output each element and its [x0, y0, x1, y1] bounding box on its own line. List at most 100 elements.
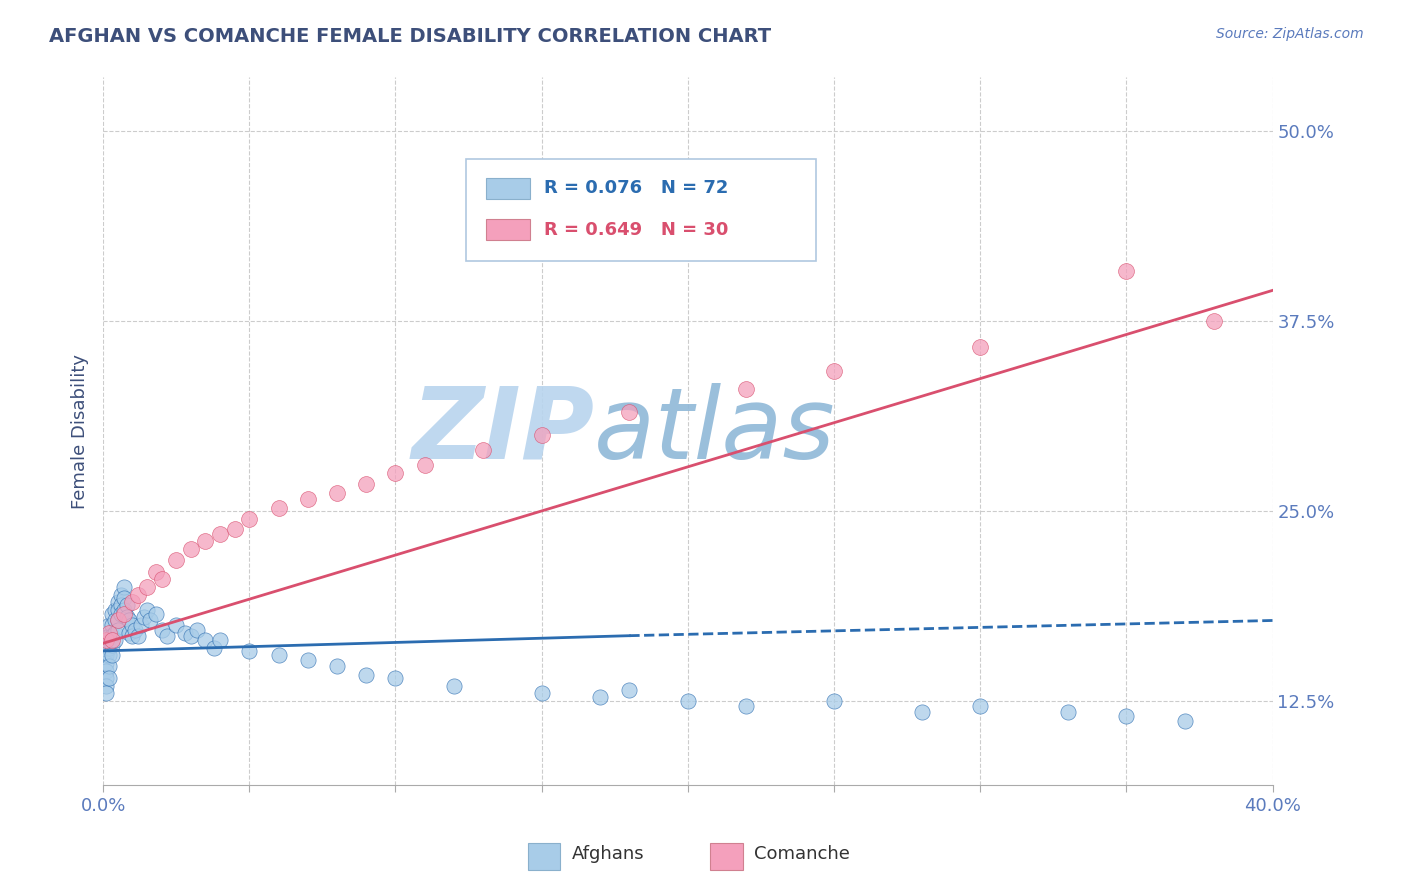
Point [297, 491, 319, 506]
Point [112, 580, 135, 594]
Point [98, 640, 121, 655]
Point [121, 618, 143, 632]
Point [911, 705, 934, 719]
Point [104, 633, 127, 648]
Point [110, 607, 132, 622]
Point [124, 623, 146, 637]
Point [735, 382, 758, 396]
Point [413, 458, 436, 473]
FancyBboxPatch shape [465, 159, 817, 261]
Point [101, 633, 124, 648]
Point [194, 633, 217, 648]
Point [136, 603, 159, 617]
Point [112, 591, 135, 605]
Point [156, 629, 179, 643]
Point [735, 698, 758, 713]
Text: Comanche: Comanche [754, 845, 851, 863]
Point [118, 625, 141, 640]
Point [209, 633, 232, 648]
Point [104, 625, 127, 640]
Point [202, 640, 225, 655]
Point [121, 595, 143, 609]
Bar [485, 178, 530, 199]
Point [94, 679, 117, 693]
Point [129, 618, 152, 632]
Text: R = 0.076   N = 72: R = 0.076 N = 72 [544, 179, 728, 197]
Point [104, 614, 127, 628]
Point [112, 603, 135, 617]
Point [354, 668, 377, 682]
Point [98, 671, 121, 685]
Point [174, 625, 197, 640]
Point [101, 607, 124, 622]
Text: Afghans: Afghans [571, 845, 644, 863]
Point [132, 610, 155, 624]
Point [238, 511, 260, 525]
Point [94, 671, 117, 685]
Point [136, 580, 159, 594]
Point [104, 603, 127, 617]
Point [1115, 263, 1137, 277]
Y-axis label: Female Disability: Female Disability [72, 353, 89, 508]
Point [297, 653, 319, 667]
Text: atlas: atlas [595, 383, 837, 480]
Bar [485, 219, 530, 240]
Point [101, 648, 124, 663]
Point [326, 659, 349, 673]
Point [121, 629, 143, 643]
Point [823, 694, 845, 708]
Point [267, 500, 290, 515]
Point [969, 340, 991, 354]
Point [676, 694, 699, 708]
Point [94, 686, 117, 700]
Point [127, 588, 149, 602]
Point [384, 671, 406, 685]
Point [94, 633, 117, 648]
Point [326, 485, 349, 500]
Text: R = 0.649   N = 30: R = 0.649 N = 30 [544, 220, 728, 238]
Text: AFGHAN VS COMANCHE FEMALE DISABILITY CORRELATION CHART: AFGHAN VS COMANCHE FEMALE DISABILITY COR… [49, 27, 772, 45]
Text: ZIP: ZIP [412, 383, 595, 480]
Point [107, 603, 129, 617]
Point [1174, 714, 1197, 728]
Point [107, 623, 129, 637]
Point [619, 683, 641, 698]
Point [384, 466, 406, 480]
Point [472, 443, 495, 458]
Bar [527, 843, 561, 870]
Bar [710, 843, 744, 870]
Point [115, 610, 138, 624]
Point [101, 618, 124, 632]
Point [238, 644, 260, 658]
Point [101, 629, 124, 643]
Point [180, 629, 202, 643]
Point [165, 618, 187, 632]
Point [589, 690, 612, 704]
Point [98, 648, 121, 663]
Point [1057, 705, 1080, 719]
Point [194, 534, 217, 549]
Point [165, 552, 187, 566]
Point [107, 614, 129, 628]
Point [98, 625, 121, 640]
Point [94, 648, 117, 663]
Point [530, 686, 553, 700]
Point [94, 656, 117, 670]
Point [823, 364, 845, 378]
Point [98, 629, 121, 643]
Point [127, 629, 149, 643]
Point [969, 698, 991, 713]
Point [224, 522, 246, 536]
Point [530, 428, 553, 442]
Point [107, 614, 129, 628]
Point [267, 648, 290, 663]
Point [209, 526, 232, 541]
Point [112, 607, 135, 622]
Point [186, 623, 208, 637]
Point [110, 588, 132, 602]
Point [94, 664, 117, 678]
Text: Source: ZipAtlas.com: Source: ZipAtlas.com [1216, 27, 1364, 41]
Point [110, 599, 132, 613]
Point [107, 595, 129, 609]
Point [139, 614, 162, 628]
